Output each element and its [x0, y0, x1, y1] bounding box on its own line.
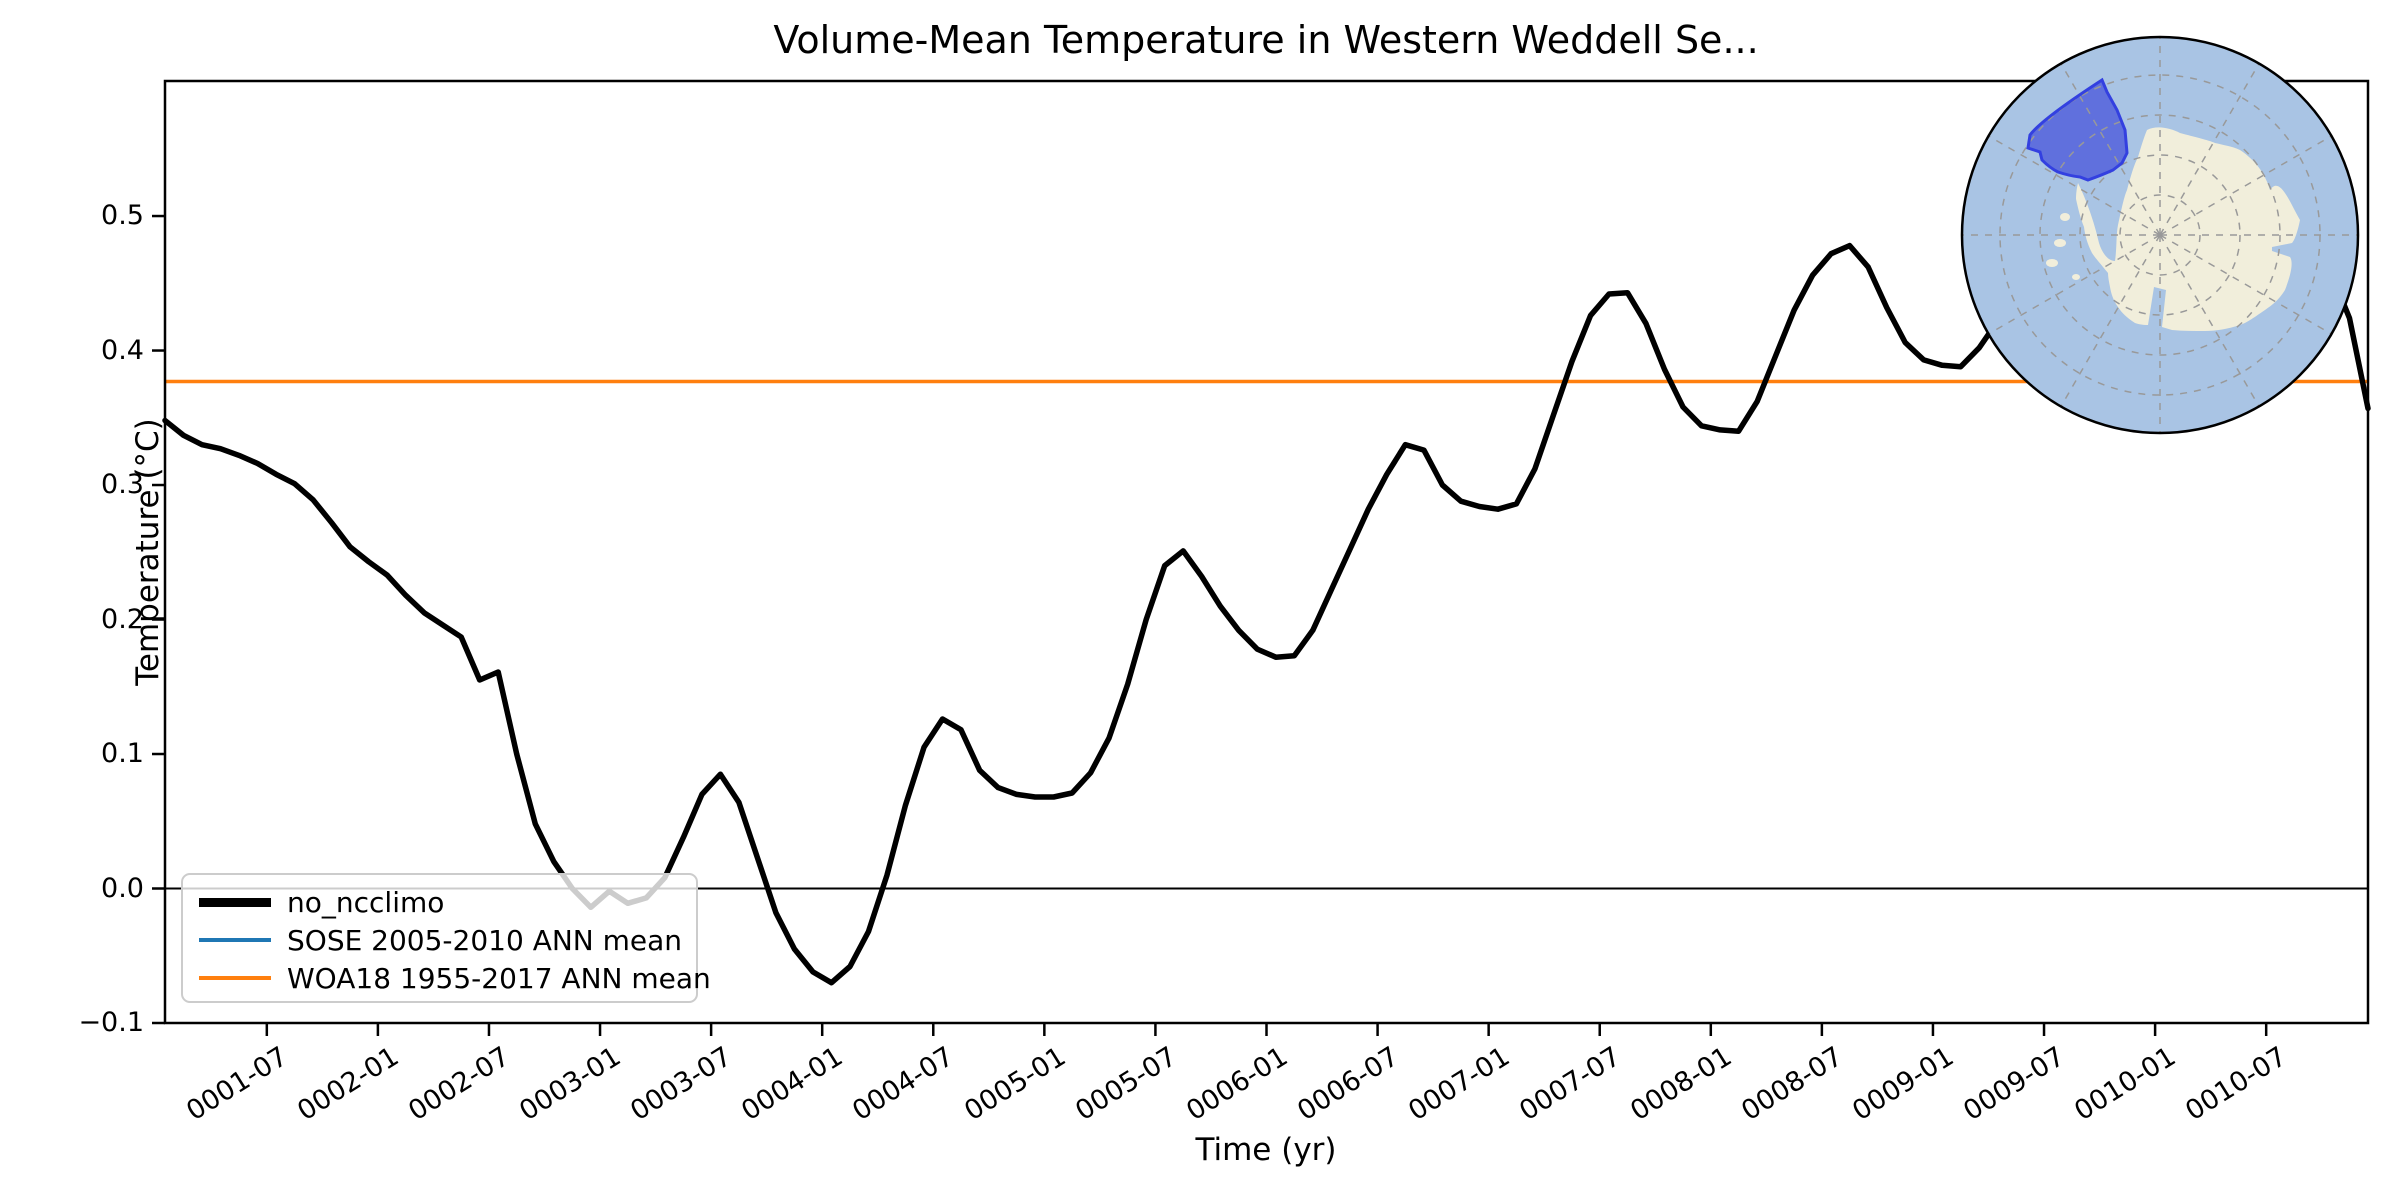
highlight-region-border: [2026, 77, 2129, 182]
map-circular-outline: [1960, 35, 2360, 435]
chart-title: Volume-Mean Temperature in Western Wedde…: [773, 18, 1759, 62]
antarctica-continent: [2076, 127, 2300, 332]
legend-label: no_ncclimo: [287, 885, 445, 919]
graticule: [1962, 37, 2358, 433]
y-tick-label: 0.5: [101, 200, 144, 232]
y-tick-label: 0.2: [101, 603, 144, 635]
legend-row-no-ncclimo: no_ncclimo: [199, 883, 696, 921]
y-axis-label: Temperature (°C): [129, 418, 166, 686]
y-tick-label: 0.0: [101, 872, 144, 904]
legend-line-sample-blue: [199, 938, 271, 942]
highlight-region-western-weddell-sea: [2028, 80, 2127, 180]
x-axis-label: Time (yr): [1195, 1132, 1337, 1168]
legend-line-sample-orange: [199, 976, 271, 980]
y-tick-label: −0.1: [78, 1007, 144, 1038]
map-islands: [2046, 213, 2080, 280]
legend-line-sample-black: [199, 897, 271, 907]
y-tick-label: 0.4: [101, 334, 144, 366]
legend-label: SOSE 2005-2010 ANN mean: [287, 923, 683, 957]
legend: no_ncclimo SOSE 2005-2010 ANN mean WOA18…: [181, 873, 711, 1003]
legend-label: WOA18 1955-2017 ANN mean: [287, 961, 711, 995]
y-tick-label: 0.1: [101, 738, 144, 769]
legend-row-sose: SOSE 2005-2010 ANN mean: [199, 921, 696, 959]
legend-row-woa18: WOA18 1955-2017 ANN mean: [199, 959, 711, 997]
antarctica-inset-map: [1960, 35, 2360, 435]
y-tick-label: 0.3: [101, 469, 144, 501]
